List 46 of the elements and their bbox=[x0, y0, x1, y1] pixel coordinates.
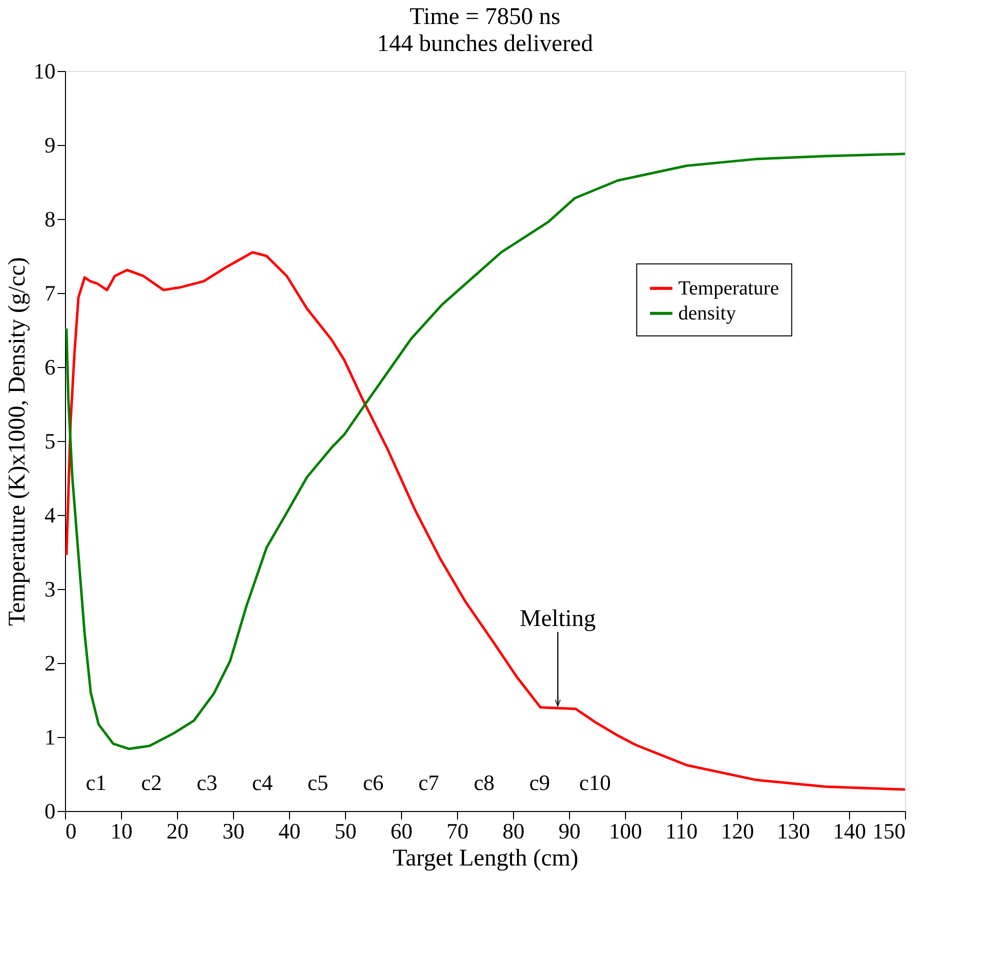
annotation: Melting bbox=[520, 606, 596, 632]
annotation: c8 bbox=[474, 770, 495, 795]
annotation: c5 bbox=[307, 770, 328, 795]
chart-subtitle: 144 bunches delivered bbox=[377, 31, 593, 57]
line-series bbox=[65, 152, 906, 750]
x-tick-label: 150 bbox=[872, 818, 906, 844]
annotation: c7 bbox=[418, 770, 440, 795]
y-tick-label: 7 bbox=[44, 280, 56, 306]
annotation: c1 bbox=[86, 770, 106, 795]
y-tick-label: 6 bbox=[44, 354, 56, 380]
x-tick-label: 10 bbox=[110, 818, 132, 844]
y-axis-title: Temperature (K)x1000, Density (g/cc) bbox=[4, 257, 30, 626]
line-series bbox=[65, 251, 906, 791]
x-tick-label: 40 bbox=[278, 818, 300, 844]
y-tick-label: 0 bbox=[44, 798, 56, 824]
y-tick-label: 8 bbox=[44, 206, 56, 232]
x-tick-label: 90 bbox=[558, 818, 580, 844]
y-tick-label: 4 bbox=[44, 502, 56, 528]
x-tick-label: 0 bbox=[66, 818, 76, 844]
x-tick-label: 130 bbox=[777, 818, 810, 844]
x-tick-label: 110 bbox=[665, 818, 698, 844]
annotation: c6 bbox=[362, 770, 384, 795]
annotation: c2 bbox=[141, 770, 162, 795]
y-tick-label: 5 bbox=[44, 428, 56, 454]
annotation: c9 bbox=[529, 770, 550, 795]
x-tick-label: 20 bbox=[166, 818, 188, 844]
x-tick-label: 120 bbox=[721, 818, 754, 844]
x-tick-label: 80 bbox=[502, 818, 524, 844]
y-tick-label: 1 bbox=[44, 724, 56, 750]
legend-label: density bbox=[678, 302, 736, 324]
x-tick-label: 30 bbox=[222, 818, 244, 844]
y-tick-label: 2 bbox=[44, 650, 56, 676]
x-tick-label: 140 bbox=[833, 818, 866, 844]
annotation: c10 bbox=[579, 770, 611, 795]
annotation: c3 bbox=[196, 770, 218, 795]
y-tick-label: 9 bbox=[44, 132, 56, 158]
x-tick-label: 50 bbox=[334, 818, 356, 844]
y-tick-label: 10 bbox=[34, 58, 56, 84]
legend-label: Temperature bbox=[678, 277, 780, 300]
y-tick-label: 3 bbox=[44, 576, 56, 602]
annotation: c4 bbox=[252, 770, 273, 795]
x-tick-label: 100 bbox=[609, 818, 642, 844]
x-tick-label: 70 bbox=[446, 818, 468, 844]
chart-title: Time = 7850 ns bbox=[410, 4, 560, 30]
x-axis-title: Target Length (cm) bbox=[392, 846, 578, 872]
x-tick-label: 60 bbox=[390, 818, 412, 844]
